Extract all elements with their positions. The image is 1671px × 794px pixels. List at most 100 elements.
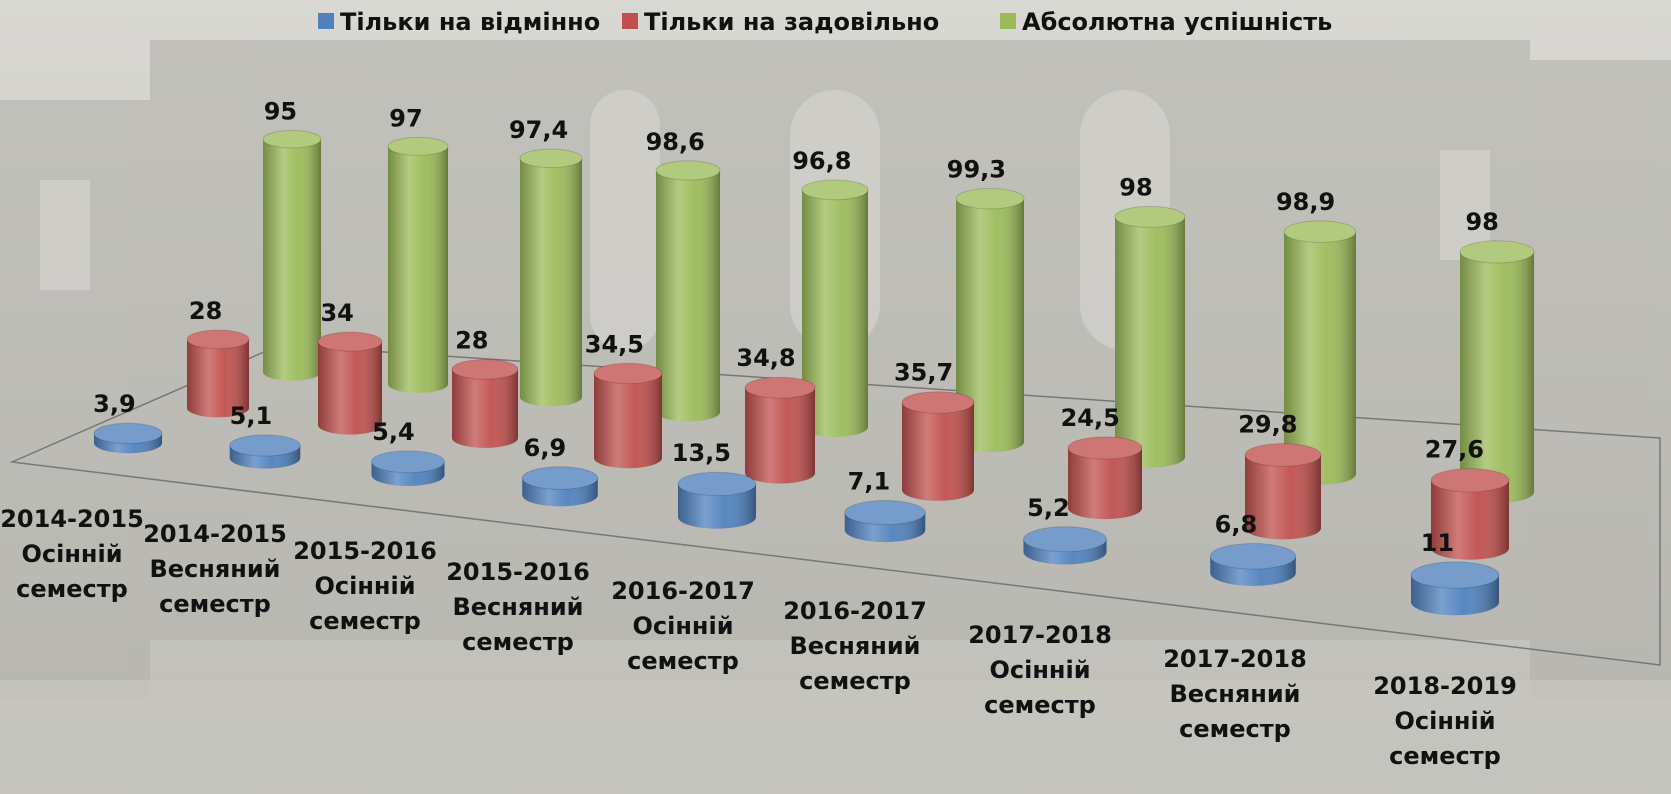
legend-swatch xyxy=(622,13,638,29)
cylinder-top-highlight xyxy=(318,332,382,351)
x-tick-label: Осінній xyxy=(314,572,415,600)
x-tick-label: 2014-2015 xyxy=(143,520,287,548)
legend-swatch xyxy=(1000,13,1016,29)
x-tick-label: Осінній xyxy=(989,656,1090,684)
cylinder-top-highlight xyxy=(230,435,301,456)
value-label: 98,9 xyxy=(1276,188,1335,216)
cylinder-shade xyxy=(902,403,974,501)
value-label: 97 xyxy=(389,104,422,132)
x-tick-label: Весняний xyxy=(789,632,920,660)
value-label: 29,8 xyxy=(1238,411,1297,439)
cylinder-top-highlight xyxy=(594,363,662,383)
cylinder-top-highlight xyxy=(1068,437,1142,459)
cylinder-top-highlight xyxy=(678,472,756,495)
x-tick-label: Весняний xyxy=(149,555,280,583)
cylinder-top-highlight xyxy=(263,131,321,148)
x-tick-label: семестр xyxy=(984,691,1096,719)
value-label: 28 xyxy=(189,297,222,325)
x-tick-label: 2016-2017 xyxy=(611,577,755,605)
cylinder-shade xyxy=(452,369,518,448)
value-label: 7,1 xyxy=(848,468,891,496)
value-label: 34 xyxy=(320,299,353,327)
cylinder-top-highlight xyxy=(1245,444,1321,467)
legend-label: Абсолютна успішність xyxy=(1022,8,1332,36)
x-tick-label: 2014-2015 xyxy=(0,505,144,533)
cylinder-top-highlight xyxy=(1284,221,1356,243)
x-tick-label: семестр xyxy=(309,607,421,635)
cylinder-top-highlight xyxy=(388,137,448,155)
cylinder-top-highlight xyxy=(1431,469,1509,492)
value-label: 3,9 xyxy=(93,390,136,418)
cylinder-top-highlight xyxy=(802,180,868,200)
x-tick-label: 2018-2019 xyxy=(1373,672,1517,700)
value-label: 95 xyxy=(264,98,297,126)
x-tick-label: 2016-2017 xyxy=(783,597,927,625)
value-label: 24,5 xyxy=(1061,404,1120,432)
x-tick-label: семестр xyxy=(799,667,911,695)
x-tick-label: Осінній xyxy=(632,612,733,640)
value-label: 5,4 xyxy=(372,418,415,446)
value-label: 6,8 xyxy=(1215,511,1258,539)
cylinder-top-highlight xyxy=(656,161,720,180)
value-label: 99,3 xyxy=(947,156,1006,184)
value-label: 34,5 xyxy=(585,330,644,358)
legend-swatch xyxy=(318,13,334,29)
cylinder-shade xyxy=(388,146,448,393)
value-label: 27,6 xyxy=(1425,436,1484,464)
cylinder-top-highlight xyxy=(1460,241,1534,263)
cylinder-top-highlight xyxy=(372,451,445,473)
cylinder-top-highlight xyxy=(94,423,162,443)
value-label: 98 xyxy=(1119,173,1152,201)
value-label: 13,5 xyxy=(672,439,731,467)
x-tick-label: семестр xyxy=(1389,742,1501,770)
value-label: 97,4 xyxy=(509,116,568,144)
value-label: 34,8 xyxy=(736,344,795,372)
value-label: 98 xyxy=(1465,208,1498,236)
cylinder-top-highlight xyxy=(845,501,926,525)
value-label: 6,9 xyxy=(524,434,567,462)
cylinder-top-highlight xyxy=(452,360,518,380)
cylinder-top-highlight xyxy=(522,467,598,490)
cylinder-shade xyxy=(520,158,582,406)
cylinder-top-highlight xyxy=(1210,544,1296,570)
value-label: 11 xyxy=(1421,529,1454,557)
x-tick-label: Весняний xyxy=(1169,680,1300,708)
cylinder-top-highlight xyxy=(745,377,815,398)
page: 2014-2015Осіннійсеместр2014-2015Весняний… xyxy=(0,0,1671,794)
value-label: 28 xyxy=(455,327,488,355)
cylinder-shade xyxy=(745,388,815,484)
value-label: 96,8 xyxy=(792,147,851,175)
value-label: 35,7 xyxy=(894,359,953,387)
x-tick-label: Осінній xyxy=(21,540,122,568)
value-label: 98,6 xyxy=(646,128,705,156)
value-label: 5,1 xyxy=(230,402,273,430)
x-tick-label: семестр xyxy=(627,647,739,675)
cylinder-top-highlight xyxy=(187,330,249,349)
cylinder-top-highlight xyxy=(1024,527,1107,552)
x-tick-label: семестр xyxy=(462,628,574,656)
cylinder-top-highlight xyxy=(1411,562,1499,588)
x-tick-label: семестр xyxy=(16,575,128,603)
cylinder-shade xyxy=(656,170,720,421)
cylinder-top-highlight xyxy=(520,149,582,168)
chart: 2014-2015Осіннійсеместр2014-2015Весняний… xyxy=(0,0,1671,794)
x-tick-label: семестр xyxy=(159,590,271,618)
x-tick-label: 2017-2018 xyxy=(968,621,1112,649)
legend-label: Тільки на задовільно xyxy=(644,8,939,36)
cylinder-top-highlight xyxy=(1115,206,1185,227)
legend: Тільки на відмінно Тільки на задовільно Аб… xyxy=(318,8,1332,36)
x-tick-label: семестр xyxy=(1179,715,1291,743)
cylinder-shade xyxy=(263,139,321,380)
legend-label: Тільки на відмінно xyxy=(340,8,600,36)
cylinder-top-highlight xyxy=(956,189,1024,209)
x-tick-label: 2015-2016 xyxy=(446,558,590,586)
cylinder-shade xyxy=(1460,252,1534,503)
x-tick-label: Осінній xyxy=(1394,707,1495,735)
cylinder-shade xyxy=(1115,217,1185,468)
cylinder-top-highlight xyxy=(902,392,974,414)
cylinder-shade xyxy=(594,373,662,468)
x-tick-label: 2017-2018 xyxy=(1163,645,1307,673)
x-tick-label: 2015-2016 xyxy=(293,537,437,565)
x-tick-label: Весняний xyxy=(452,593,583,621)
value-label: 5,2 xyxy=(1027,494,1070,522)
